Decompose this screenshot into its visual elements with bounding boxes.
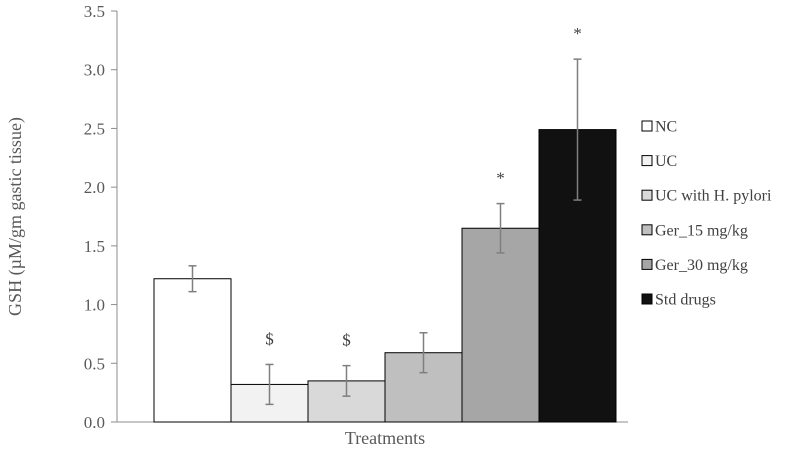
legend-label: NC — [655, 119, 677, 136]
bar — [153, 278, 232, 423]
y-tick-label: 3.5 — [84, 2, 105, 21]
x-axis-title: Treatments — [345, 428, 425, 448]
y-axis-title: GSH (µM/gm gastic tissue) — [5, 117, 26, 316]
significance-label: $ — [265, 329, 274, 348]
y-tick-label: 3.0 — [84, 61, 105, 80]
legend-swatch — [641, 224, 653, 236]
legend-label: UC with H. pylori — [655, 188, 772, 205]
legend-swatch — [641, 155, 653, 167]
y-tick-label: 0.5 — [84, 354, 105, 373]
legend-swatch — [641, 120, 653, 132]
bars — [153, 129, 617, 423]
legend-swatch — [641, 189, 653, 201]
y-tick-label: 1.0 — [84, 296, 105, 315]
legend-label: Std drugs — [655, 292, 716, 309]
legend-swatch — [641, 293, 653, 305]
legend-label: UC — [655, 153, 677, 170]
y-tick-label: 1.5 — [84, 237, 105, 256]
bar — [461, 227, 540, 423]
significance-annotations: $ $ * * — [265, 24, 582, 349]
y-tick-label: 0.0 — [84, 413, 105, 432]
legend-label: Ger_30 mg/kg — [655, 257, 748, 274]
legend-swatch — [641, 258, 653, 270]
significance-label: $ — [342, 331, 351, 350]
significance-label: * — [573, 24, 582, 43]
significance-label: * — [496, 169, 505, 188]
y-tick-label: 2.0 — [84, 178, 105, 197]
y-axis-ticks: 0.0 0.5 1.0 1.5 2.0 2.5 3.0 3.5 — [84, 2, 117, 432]
y-tick-label: 2.5 — [84, 119, 105, 138]
legend-label: Ger_15 mg/kg — [655, 222, 748, 239]
legend: NC UC UC with H. pylori Ger_15 mg/kg Ger_30 … — [641, 119, 772, 309]
error-bars — [188, 58, 582, 406]
bar — [384, 352, 463, 423]
